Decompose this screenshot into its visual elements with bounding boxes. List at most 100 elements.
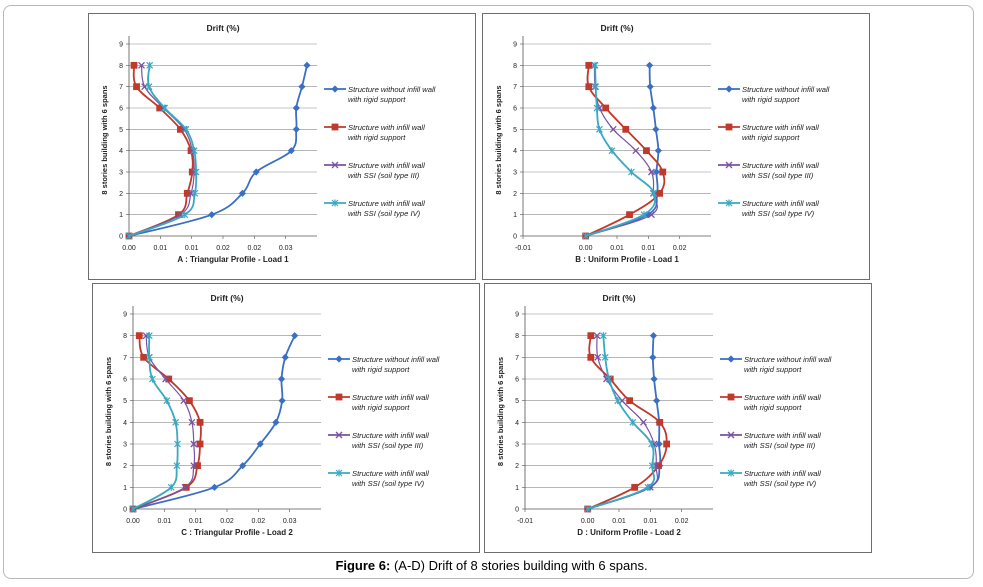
legend-label: Structure with infill wall: [742, 123, 819, 132]
data-point: [593, 332, 601, 340]
legend-marker: [725, 199, 733, 207]
legend-label: with SSI (soil type IV): [742, 209, 815, 218]
data-point: [156, 104, 164, 112]
legend-label: Structure with infill wall: [348, 161, 425, 170]
data-point: [643, 147, 650, 155]
x-tick-label: -0.01: [517, 518, 533, 525]
legend-marker: [331, 85, 339, 93]
data-point: [650, 189, 658, 197]
series-2: [582, 61, 667, 240]
y-tick-label: 4: [515, 420, 519, 427]
x-tick-label: 0.01: [610, 245, 624, 252]
y-axis-label: 8 stories building with 6 spans: [494, 85, 503, 194]
data-point: [659, 168, 667, 176]
data-point: [594, 353, 602, 361]
legend-marker: [727, 469, 735, 477]
series-4: [584, 332, 656, 513]
x-tick-label: 0.01: [612, 518, 626, 525]
legend-marker: [331, 123, 339, 131]
y-tick-label: 2: [123, 463, 127, 470]
data-point: [190, 462, 198, 470]
legend-label: with SSI (soil type IV): [744, 479, 817, 488]
data-point: [648, 211, 655, 219]
legend-label: with rigid support: [348, 133, 406, 142]
data-point: [272, 418, 280, 426]
data-point: [188, 418, 196, 426]
y-tick-label: 2: [119, 191, 123, 198]
y-tick-label: 0: [119, 234, 123, 241]
x-tick-label: 0.01: [158, 518, 172, 525]
x-tick-label: 0.00: [126, 518, 140, 525]
figure-caption-label: Figure 6:: [335, 558, 391, 573]
x-tick-label: 0.00: [122, 245, 136, 252]
data-point: [291, 332, 299, 340]
series-4: [129, 332, 181, 513]
chart-svg: Drift (%) 0 1 2 3 4 5 6 7 8 9 0.00 0.01 0.01 0.02 0.02 0…: [100, 23, 436, 264]
data-point: [162, 375, 170, 383]
data-point: [298, 83, 306, 91]
y-tick-label: 9: [119, 42, 123, 49]
data-point: [191, 189, 199, 197]
x-tick-label: 0.01: [189, 518, 203, 525]
chart-svg: Drift (%) 0 1 2 3 4 5 6 7 8 9 -0.01 0.00 0.01 0.01 0.02…: [494, 23, 830, 264]
legend-label: Structure with infill wall: [348, 199, 425, 208]
data-point: [278, 397, 286, 405]
data-point: [609, 125, 617, 133]
figure-caption-text: (A-D) Drift of 8 stories building with 6…: [390, 558, 648, 573]
x-tick-label: 0.01: [644, 518, 658, 525]
y-tick-label: 5: [123, 398, 127, 405]
data-point: [644, 483, 652, 491]
legend-label: with rigid support: [352, 403, 410, 412]
x-tick-label: 0.02: [216, 245, 230, 252]
legend-marker: [335, 393, 343, 401]
data-point: [614, 397, 622, 405]
data-point: [129, 505, 137, 513]
data-point: [176, 125, 184, 133]
data-point: [649, 353, 657, 361]
x-tick-label: 0.02: [675, 518, 689, 525]
chart-subtitle: B : Uniform Profile - Load 1: [575, 255, 679, 264]
y-tick-label: 1: [123, 485, 127, 492]
y-tick-label: 9: [513, 42, 517, 49]
legend-label: Structure with infill wall: [742, 199, 819, 208]
y-tick-label: 0: [515, 507, 519, 514]
chart-title: Drift (%): [206, 23, 239, 33]
y-tick-label: 5: [119, 127, 123, 134]
x-tick-label: 0.03: [283, 518, 297, 525]
data-point: [187, 147, 195, 155]
data-point: [584, 505, 592, 513]
y-tick-label: 2: [513, 191, 517, 198]
data-point: [587, 332, 595, 340]
y-tick-label: 4: [123, 420, 127, 427]
legend-label: Structure with infill wall: [352, 469, 429, 478]
data-point: [654, 147, 662, 155]
legend-label: Structure with infill wall: [348, 123, 425, 132]
data-point: [252, 168, 260, 176]
data-point: [188, 168, 196, 176]
data-point: [652, 125, 660, 133]
legend-marker: [727, 355, 735, 363]
chart-subtitle: C : Triangular Profile - Load 2: [181, 528, 293, 537]
data-point: [138, 61, 145, 69]
data-point: [181, 483, 189, 491]
x-tick-label: 0.00: [579, 245, 593, 252]
y-tick-label: 1: [513, 212, 517, 219]
y-tick-label: 1: [119, 212, 123, 219]
x-tick-label: 0.02: [673, 245, 687, 252]
data-point: [649, 104, 657, 112]
y-tick-label: 7: [515, 355, 519, 362]
legend-marker: [331, 199, 339, 207]
y-tick-label: 3: [515, 442, 519, 449]
data-point: [650, 375, 658, 383]
data-point: [142, 332, 150, 340]
data-point: [585, 61, 593, 69]
legend-label: with rigid support: [352, 365, 410, 374]
